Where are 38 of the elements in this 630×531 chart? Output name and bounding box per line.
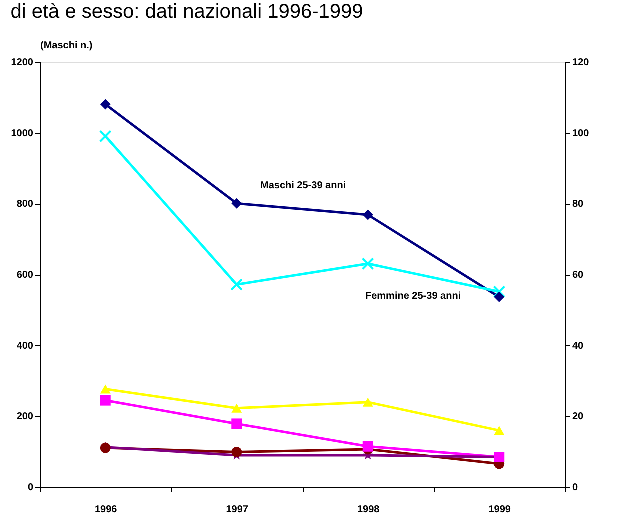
y2-tick-label: 40 (572, 340, 584, 352)
point (100, 99, 111, 110)
y2-tick-label: 120 (572, 58, 590, 68)
y-tick-label: 600 (16, 270, 34, 281)
point (362, 441, 374, 452)
point (494, 292, 505, 302)
x-tick-label: 1997 (226, 504, 249, 516)
x-tick-label: 1996 (95, 504, 118, 516)
y-tick-label: 1000 (11, 128, 34, 140)
y-tick-label: 0 (28, 482, 34, 494)
point (494, 426, 505, 436)
y2-tick-label: 0 (572, 482, 578, 494)
y-tick-label: 1200 (11, 58, 34, 68)
y2-tick-label: 60 (572, 270, 584, 281)
annotation: Maschi 25-39 anni (260, 180, 346, 192)
point (362, 210, 374, 220)
point (362, 258, 374, 270)
y2-tick-label: 20 (572, 412, 584, 423)
y-tick-label: 400 (16, 340, 34, 352)
point (99, 130, 112, 143)
x-tick-label: 1999 (488, 504, 512, 516)
point (100, 395, 111, 406)
point (232, 404, 242, 413)
point (230, 278, 244, 292)
x-tick-label: 1998 (358, 504, 380, 516)
y-tick-label: 200 (16, 412, 34, 423)
point (362, 398, 374, 407)
point (232, 447, 242, 458)
point (493, 286, 506, 298)
annotation: Femmine 25-39 anni (366, 290, 462, 302)
y2-tick-label: 80 (572, 199, 584, 210)
y2-tick-label: 100 (572, 128, 590, 140)
y-tick-label: 800 (16, 199, 34, 210)
point (232, 198, 242, 209)
chart-title: di età e sesso: dati nazionali 1996-1999 (10, 1, 364, 23)
point (100, 384, 111, 394)
y-axis-title: (Maschi n.) (40, 40, 93, 52)
point (232, 418, 242, 430)
